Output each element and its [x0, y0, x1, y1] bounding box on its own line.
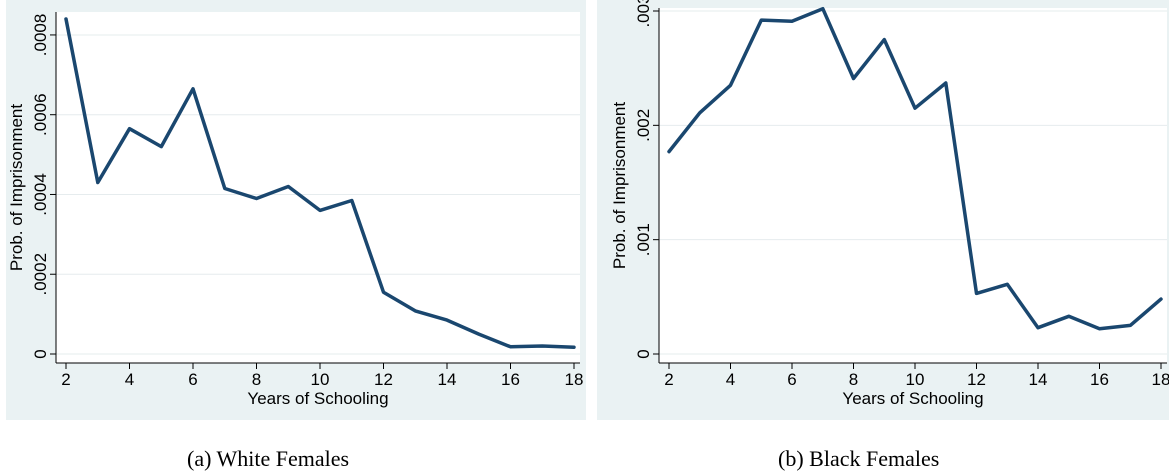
x-tick-label: 4	[726, 370, 735, 389]
x-tick-label: 10	[906, 370, 925, 389]
x-tick-label: 4	[125, 370, 134, 389]
y-tick-label: .0008	[31, 14, 50, 57]
chart-panel-white-females: 0 .0002 .0004 .0006 .0008 2 4 6 8 10 12 14 16 18 Years…	[6, 0, 586, 420]
x-tick-label: 16	[1090, 370, 1109, 389]
caption-white-females: (a) White Females	[187, 446, 350, 471]
y-tick-label: .0006	[31, 93, 50, 136]
x-tick-label: 12	[374, 370, 393, 389]
y-tick-label: .001	[634, 223, 653, 256]
y-axis-title: Prob. of Imprisonment	[7, 104, 26, 272]
y-tick-label: .002	[634, 109, 653, 142]
x-tick-label: 6	[787, 370, 796, 389]
y-tick-label: .003	[634, 0, 653, 28]
y-tick-label: .0002	[31, 253, 50, 296]
y-axis-title: Prob. of Imprisonment	[610, 102, 629, 270]
chart-svg-white-females: 0 .0002 .0004 .0006 .0008 2 4 6 8 10 12 14 16 18 Years…	[6, 0, 586, 420]
x-axis-title: Years of Schooling	[247, 389, 388, 408]
x-axis-title: Years of Schooling	[842, 389, 983, 408]
x-tick-label: 2	[664, 370, 673, 389]
caption-black-females: (b) Black Females	[778, 446, 940, 471]
x-tick-label: 16	[501, 370, 520, 389]
y-tick-label: 0	[31, 349, 50, 358]
x-tick-label: 14	[438, 370, 457, 389]
x-tick-label: 14	[1029, 370, 1048, 389]
x-tick-label: 8	[252, 370, 261, 389]
x-tick-label: 12	[967, 370, 986, 389]
x-tick-label: 2	[61, 370, 70, 389]
plot-area	[659, 8, 1167, 363]
x-tick-label: 18	[1152, 370, 1169, 389]
plot-area	[56, 12, 580, 363]
x-tick-label: 18	[565, 370, 584, 389]
chart-svg-black-females: 0 .001 .002 .003 2 4 6 8 10 12 14 16 18 Years of Scho…	[597, 0, 1169, 420]
chart-panel-black-females: 0 .001 .002 .003 2 4 6 8 10 12 14 16 18 Years of Scho…	[597, 0, 1169, 420]
y-tick-label: 0	[634, 349, 653, 358]
x-tick-label: 10	[311, 370, 330, 389]
x-tick-label: 6	[188, 370, 197, 389]
x-tick-label: 8	[849, 370, 858, 389]
y-tick-label: .0004	[31, 173, 50, 216]
